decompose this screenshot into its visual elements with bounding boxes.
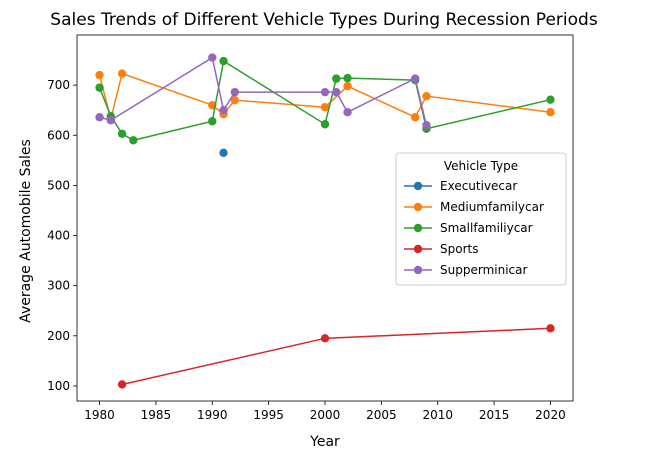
data-point bbox=[208, 117, 217, 126]
data-point bbox=[230, 87, 240, 97]
data-point bbox=[106, 116, 116, 125]
data-point bbox=[343, 108, 352, 117]
x-tick-label: 2005 bbox=[366, 408, 397, 422]
legend-entry: Sports bbox=[440, 242, 478, 256]
data-point bbox=[230, 95, 240, 105]
legend-entry: Mediumfamilycar bbox=[440, 200, 544, 214]
data-point bbox=[332, 87, 341, 97]
data-point bbox=[320, 334, 330, 343]
x-tick-label: 1990 bbox=[197, 408, 228, 422]
data-point bbox=[219, 56, 228, 66]
data-point bbox=[219, 148, 228, 158]
legend-marker bbox=[413, 244, 423, 254]
x-tick-label: 1995 bbox=[253, 408, 284, 422]
data-point bbox=[343, 73, 352, 83]
data-point bbox=[320, 87, 330, 97]
series-line bbox=[98, 72, 551, 120]
series-sports bbox=[117, 324, 555, 389]
data-point bbox=[117, 69, 127, 78]
legend-marker bbox=[413, 202, 423, 212]
y-tick-label: 500 bbox=[47, 178, 70, 192]
series-line bbox=[99, 56, 428, 126]
data-point bbox=[410, 113, 420, 122]
legend-marker bbox=[413, 181, 423, 191]
series-supperminicar bbox=[95, 53, 431, 130]
data-point bbox=[219, 106, 228, 115]
legend-entry: Executivecar bbox=[440, 179, 517, 193]
data-point bbox=[95, 83, 104, 92]
y-tick-label: 300 bbox=[47, 279, 70, 293]
legend-entry: Smallfamiliycar bbox=[440, 221, 533, 235]
data-point bbox=[332, 74, 341, 83]
x-tick-label: 2000 bbox=[310, 408, 341, 422]
data-point bbox=[320, 102, 330, 112]
data-point bbox=[320, 120, 330, 129]
legend-marker bbox=[413, 265, 423, 275]
x-tick-label: 2020 bbox=[535, 408, 566, 422]
legend: Vehicle Type Executivecar Mediumfamilycar S… bbox=[395, 152, 567, 286]
y-axis-title: Average Automobile Sales bbox=[18, 139, 34, 323]
series-smallfamiliycar bbox=[95, 56, 555, 145]
x-axis-title: Year bbox=[309, 434, 340, 450]
data-point bbox=[546, 108, 555, 117]
legend-box bbox=[395, 152, 567, 286]
y-tick-label: 200 bbox=[47, 329, 70, 343]
legend-entry: Supperminicar bbox=[440, 263, 527, 277]
data-point bbox=[95, 113, 104, 122]
data-point bbox=[410, 74, 420, 83]
y-tick-label: 700 bbox=[47, 78, 70, 92]
y-tick-label: 600 bbox=[47, 128, 70, 142]
data-point bbox=[129, 136, 138, 145]
x-tick-label: 1985 bbox=[141, 408, 172, 422]
data-point bbox=[546, 324, 555, 333]
data-point bbox=[422, 91, 431, 101]
data-point bbox=[546, 95, 555, 104]
series-line bbox=[121, 327, 551, 386]
data-point bbox=[117, 129, 127, 138]
data-point bbox=[117, 380, 127, 389]
chart-title: Sales Trends of Different Vehicle Types … bbox=[50, 10, 598, 30]
data-point bbox=[95, 70, 104, 80]
x-tick-label: 1980 bbox=[84, 408, 115, 422]
series-executivecar bbox=[219, 148, 228, 158]
x-tick-label: 2015 bbox=[479, 408, 510, 422]
data-point bbox=[422, 121, 431, 130]
y-tick-label: 100 bbox=[47, 379, 70, 393]
data-point bbox=[343, 81, 352, 91]
legend-title: Vehicle Type bbox=[444, 159, 518, 173]
data-point bbox=[208, 53, 217, 62]
legend-marker bbox=[413, 223, 423, 233]
y-tick-label: 400 bbox=[47, 229, 70, 243]
series-mediumfamilycar bbox=[95, 69, 555, 124]
x-tick-label: 2010 bbox=[422, 408, 453, 422]
plot-area: 1980 1985 1990 1995 2000 2005 2010 2015 2020 100 2… bbox=[47, 34, 574, 422]
